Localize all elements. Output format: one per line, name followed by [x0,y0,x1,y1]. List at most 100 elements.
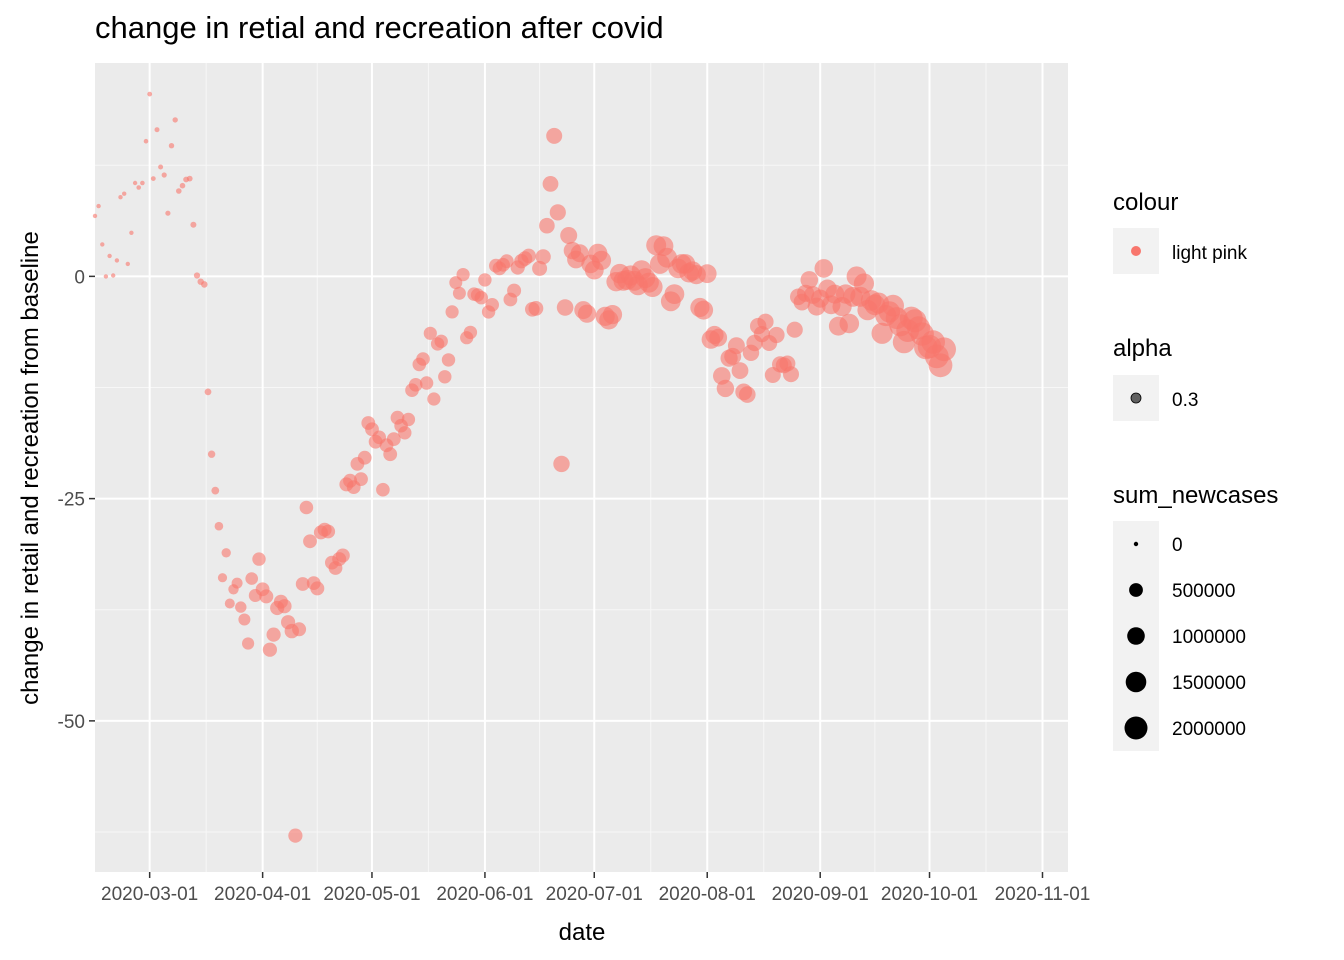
data-point [217,573,228,583]
data-point [441,353,456,367]
legend-size-swatch [1129,583,1143,597]
data-point [694,300,714,320]
data-point [553,455,570,473]
data-point [376,482,390,497]
data-point [757,313,774,330]
chart-title: change in retial and recreation after co… [95,10,664,45]
legend-size-swatch [1133,541,1139,547]
data-point [786,321,803,338]
x-axis-title: date [559,919,606,946]
legend: colour light pink alpha 0.3 sum_newcases… [1113,189,1278,751]
data-point [242,637,255,650]
legend-colour-label: light pink [1172,243,1247,264]
plot-background [95,63,1068,872]
data-point [521,248,536,264]
legend-size-swatch [1125,671,1147,693]
data-point [204,388,212,396]
x-tick-label: 2020-03-01 [101,884,198,905]
data-point [814,259,834,278]
data-point [252,552,266,566]
data-point [172,117,178,123]
data-point [150,176,156,182]
data-point [136,185,141,190]
data-points [92,91,956,843]
x-tick-label: 2020-07-01 [546,884,643,905]
data-point [549,204,566,221]
data-point [528,301,544,316]
data-point [507,283,522,298]
data-point [186,175,193,182]
data-point [456,268,470,282]
data-point [697,264,717,284]
data-point [118,195,123,200]
legend-size-label: 0 [1172,535,1183,556]
data-point [499,254,514,269]
data-point [532,260,548,276]
data-point [190,221,197,228]
data-point [158,164,164,170]
data-point [100,242,105,247]
data-point [727,337,745,355]
data-point [214,521,224,531]
data-point [295,577,310,591]
data-point [386,432,401,446]
data-point [207,450,216,458]
data-point [277,599,292,614]
legend-colour-title: colour [1113,189,1178,216]
legend-size-items: 0 500000 1000000 1500000 2000000 [1124,535,1246,740]
legend-alpha-label: 0.3 [1172,390,1198,411]
data-point [266,627,281,642]
data-point [716,379,735,398]
data-point [122,191,127,196]
data-point [664,284,685,304]
data-point [853,273,875,294]
major-gridlines [95,63,1068,872]
data-point [560,227,578,244]
x-tick-label: 2020-09-01 [772,884,869,905]
data-point [535,249,551,265]
data-point [111,273,116,278]
x-tick-label: 2020-04-01 [214,884,311,905]
legend-size-swatch [1124,716,1148,740]
data-point [193,272,201,279]
data-point [871,322,893,344]
data-point [383,447,398,462]
data-point [140,180,145,186]
data-point [176,188,182,194]
data-point [303,534,317,549]
data-point [288,828,303,843]
x-tick-label: 2020-05-01 [323,884,420,905]
data-point [143,138,149,144]
data-point [485,298,500,312]
legend-alpha-title: alpha [1113,335,1172,362]
data-point [463,325,478,340]
y-axis: 0 -25 -50 [58,267,95,733]
legend-size-swatch [1127,627,1145,645]
x-tick-label: 2020-10-01 [881,884,978,905]
data-point [783,366,799,383]
data-point [179,182,186,189]
data-point [539,217,555,234]
legend-size-title: sum_newcases [1113,482,1278,509]
y-tick-label: -50 [58,712,85,733]
y-tick-label: 0 [74,267,85,288]
legend-size-label: 2000000 [1172,719,1246,740]
data-point [478,273,492,287]
data-point [800,271,819,289]
data-point [602,305,623,325]
legend-size-label: 1500000 [1172,673,1246,694]
y-tick-label: -25 [58,490,85,511]
data-point [591,250,612,270]
data-point [129,230,134,235]
data-point [132,180,138,186]
data-point [731,362,749,379]
data-point [709,328,728,347]
data-point [768,326,785,344]
data-point [408,378,423,392]
data-point [92,213,98,219]
data-point [235,601,247,613]
data-point [211,486,220,495]
data-point [245,572,258,585]
data-point [310,581,325,596]
